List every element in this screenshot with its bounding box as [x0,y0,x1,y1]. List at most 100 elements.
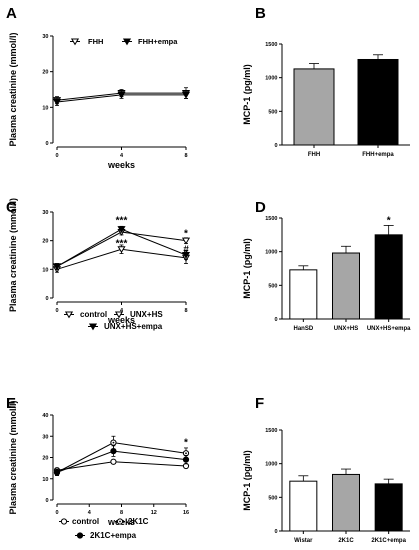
legend-label: UNX+HS+empa [104,322,163,331]
bar [289,269,318,320]
panel-letter: F [255,395,264,412]
y-tick-label: 10 [42,477,48,483]
panel-letter: E [6,395,16,412]
x-tick-label: 0 [55,308,58,314]
y-tick-label: 0 [274,317,277,323]
y-tick-label: 0 [45,498,48,504]
y-tick-label: 1500 [265,42,277,48]
legend-marker [64,311,74,319]
data-point [52,263,62,271]
x-tick-label: 4 [88,510,92,516]
y-tick-label: 0 [45,296,48,302]
x-tick-label: 4 [120,153,124,159]
legend-label: FHH+empa [138,37,178,46]
y-tick-label: 1500 [265,216,277,222]
category-label: 2K1C [338,538,354,544]
legend-label: 2K1C+empa [90,531,137,540]
significance-mark: # [183,244,189,255]
significance-mark: * [184,438,188,449]
y-tick-label: 30 [42,34,48,40]
y-tick-label: 1500 [265,428,277,434]
panel-f: 0 500 1000 1500 MCP-1 (pg/ml) Wistar 2K1C 2K1C+… [242,428,410,544]
x-tick-label: 12 [151,510,157,516]
panel-letter: A [6,5,17,22]
data-point [181,251,191,259]
x-axis-title: weeks [107,315,135,325]
data-point-dot [185,452,187,455]
y-tick-label: 0 [45,141,48,147]
data-point [110,458,117,465]
bar [332,473,360,532]
y-axis-title: Plasma creatinine (mmol/l) [8,400,18,514]
bar [289,480,318,532]
x-tick-label: 16 [183,510,189,516]
legend-label: control [72,517,99,526]
legend-marker [70,38,80,46]
y-axis-title: MCP-1 (pg/ml) [242,64,252,125]
significance-mark: * [184,229,188,240]
category-label: UNX+HS [334,326,359,332]
data-point [117,226,126,234]
y-tick-label: 20 [42,239,48,245]
series-unx-hs-empa [52,225,191,271]
y-axis-title: Plasma creatinine (mmol/l) [8,198,18,312]
category-label: Wistar [294,538,313,544]
y-tick-label: 0 [274,529,277,535]
bar [374,483,403,532]
bar [357,58,399,146]
y-tick-label: 30 [42,434,48,440]
y-tick-label: 30 [42,210,48,216]
y-tick-label: 10 [42,105,48,111]
y-tick-label: 500 [268,495,277,501]
data-point [117,91,126,99]
y-tick-label: 10 [42,267,48,273]
bar [374,234,403,320]
legend-label: control [80,310,107,319]
panel-e: 0102030400481216weeksPlasma creatinine (… [8,400,190,540]
significance-mark: *** [116,239,128,250]
y-tick-label: 40 [42,413,48,419]
y-tick-label: 0 [274,143,277,149]
category-label: HanSD [293,326,313,332]
x-tick-label: 0 [55,153,58,159]
bar [332,252,360,320]
legend-label: UNX+HS [130,310,163,319]
y-tick-label: 500 [268,283,277,289]
category-label: 2K1C+empa [371,538,406,544]
legend-marker [60,518,68,525]
data-point [182,456,190,463]
legend-marker [76,532,84,539]
legend-marker [88,323,98,331]
data-point [117,246,126,254]
y-tick-label: 20 [42,70,48,76]
category-label: FHH [308,152,320,158]
y-axis-title: Plasma creatinine (mmol/l) [8,32,18,146]
data-point [110,448,117,455]
y-axis-title: MCP-1 (pg/ml) [242,450,252,511]
category-label: FHH+empa [362,152,394,158]
panel-b: 0 500 1000 1500 MCP-1 (pg/ml) FHH FHH+empa [242,42,410,158]
y-tick-label: 20 [42,456,48,462]
data-point-dot [112,441,115,444]
legend-marker-dot [119,520,121,523]
significance-mark: *** [116,216,128,227]
panel-c: 0 10 20 30 0 4 8 weeks Plasma creatinine (mmol/l… [8,198,191,331]
legend: control UNX+HS UNX+HS+empa [64,310,163,331]
category-label: UNX+HS+empa [367,326,411,332]
series-line [56,461,187,471]
series-2k1c-empa [53,445,190,476]
legend-marker [114,311,124,319]
x-tick-label: 8 [184,153,187,159]
series-fhh-empa [52,90,191,106]
panel-a: 0 10 20 30 0 4 8 weeks Plasma creatinine (mmol/l… [8,32,191,170]
panel-letter: B [255,5,266,22]
legend-label: 2K1C [128,517,149,526]
series-2k1c [53,435,190,476]
legend-label: FHH [88,37,103,46]
y-tick-label: 1000 [265,76,277,82]
y-tick-label: 1000 [265,462,277,468]
legend-marker [122,38,132,46]
x-tick-label: 8 [184,308,187,314]
x-tick-label: 8 [120,510,123,516]
